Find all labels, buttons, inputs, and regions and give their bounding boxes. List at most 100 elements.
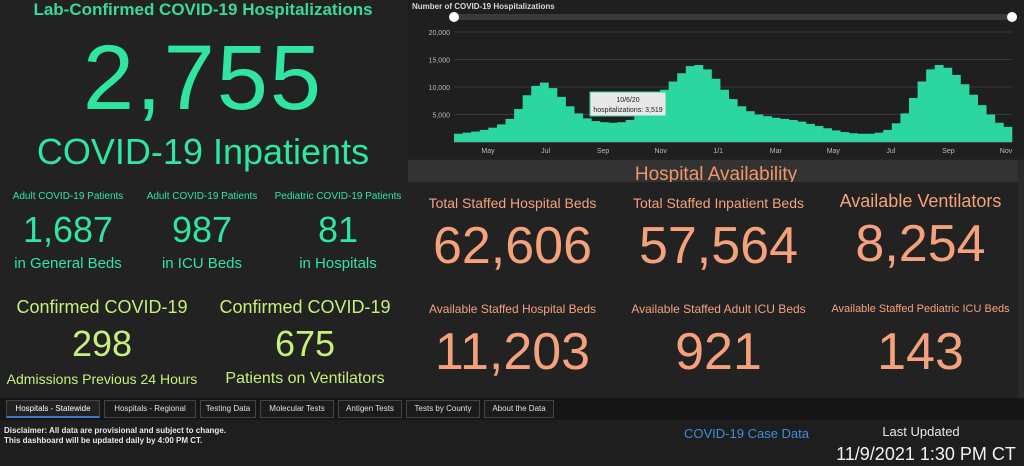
card-subtitle: in ICU Beds [161, 255, 243, 272]
y-tick-label: 5,000 [432, 113, 450, 120]
bar [634, 114, 644, 142]
bar [883, 129, 893, 142]
bar [960, 84, 970, 142]
card-value: 921 [675, 323, 762, 381]
card-header: Total Staffed Inpatient Beds [633, 195, 804, 211]
footer: Disclaimer: All data are provisional and… [0, 420, 1024, 466]
bar [685, 66, 695, 142]
card-value: 675 [274, 323, 336, 364]
card-header: Available Staffed Pediatric ICU Beds [831, 303, 1010, 315]
card-subtitle: Patients on Ventilators [225, 370, 385, 387]
card-value: 62,606 [432, 217, 593, 275]
y-tick-label: 10,000 [429, 85, 451, 92]
bar [539, 82, 549, 142]
bar [505, 118, 515, 142]
range-slider-handle-left[interactable] [449, 12, 459, 22]
y-tick-label: 15,000 [429, 58, 451, 65]
case-data-link[interactable]: COVID-19 Case Data [684, 426, 809, 441]
bar [531, 85, 541, 142]
bar [557, 96, 566, 142]
bar [986, 114, 996, 142]
tab-about-the-data[interactable]: About the Data [484, 400, 554, 418]
bar [454, 133, 463, 142]
bar [900, 113, 910, 142]
bar [831, 130, 841, 142]
bar [763, 116, 772, 142]
hospitalizations-chart[interactable]: 20,000 15,000 10,000 5,000 May Jul Sep Nov 1/1 Ma… [408, 12, 1024, 158]
bar [874, 132, 884, 142]
tab-tests-by-county[interactable]: Tests by County [406, 400, 480, 418]
bar [788, 120, 798, 142]
tab-testing-data[interactable]: Testing Data [200, 400, 256, 418]
card-value: 81 [317, 209, 359, 250]
range-slider-handle-right[interactable] [1007, 12, 1017, 22]
card-header: Total Staffed Hospital Beds [428, 195, 597, 211]
x-tick-label: Jul [886, 148, 895, 155]
bar [737, 106, 747, 142]
bar [977, 105, 987, 142]
bar [840, 132, 850, 142]
total-inpatients-label: COVID-19 Inpatients [36, 131, 370, 172]
bar [969, 94, 978, 142]
bar [848, 133, 858, 142]
tab-hospitals-regional[interactable]: Hospitals - Regional [104, 400, 196, 418]
adult-icu-beds-card: Adult COVID-19 Patients 987 in ICU Beds [134, 190, 270, 274]
bar [617, 122, 626, 142]
availability-header: Hospital Availability [408, 160, 1024, 182]
available-pediatric-icu-beds-card: Available Staffed Pediatric ICU Beds 143 [818, 300, 1023, 382]
available-adult-icu-beds-card: Available Staffed Adult ICU Beds 921 [616, 300, 821, 382]
tab-bar: Hospitals - Statewide Hospitals - Region… [0, 398, 1024, 420]
chart-tooltip [589, 91, 667, 117]
tab-hospitals-statewide[interactable]: Hospitals - Statewide [6, 400, 100, 418]
card-value: 57,564 [638, 217, 799, 275]
bar [574, 113, 584, 142]
bar [548, 88, 558, 142]
x-tick-label: Jul [541, 148, 550, 155]
card-header: Available Staffed Hospital Beds [429, 302, 596, 316]
bar [625, 120, 635, 142]
bar [780, 118, 790, 142]
bar [771, 117, 781, 142]
bar [642, 106, 652, 142]
card-header: Adult COVID-19 Patients [146, 191, 258, 202]
card-subtitle: in General Beds [14, 255, 122, 272]
card-value: 987 [171, 209, 233, 250]
scrollbar[interactable] [1018, 160, 1024, 398]
card-value: 143 [877, 323, 964, 381]
bar [522, 95, 532, 142]
bar [591, 121, 601, 142]
x-tick-label: Nov [1000, 148, 1013, 155]
y-tick-label: 20,000 [429, 30, 451, 37]
x-tick-label: Sep [942, 148, 955, 155]
adult-general-beds-card: Adult COVID-19 Patients 1,687 in General… [0, 190, 136, 274]
x-tick-label: Sep [597, 148, 610, 155]
card-header: Confirmed COVID-19 [219, 297, 391, 317]
hospitalizations-panel: Lab-Confirmed COVID-19 Hospitalizations … [0, 0, 406, 398]
bar [479, 129, 489, 142]
card-value: 11,203 [434, 323, 591, 381]
total-staffed-hospital-beds-card: Total Staffed Hospital Beds 62,606 [410, 194, 615, 276]
card-header: Adult COVID-19 Patients [12, 191, 124, 202]
bar [694, 65, 704, 142]
panel-title: Lab-Confirmed COVID-19 Hospitalizations [33, 0, 373, 19]
bar [857, 133, 867, 142]
card-value: 298 [71, 323, 133, 364]
tab-antigen-tests[interactable]: Antigen Tests [338, 400, 402, 418]
disclaimer-line-2: This dashboard will be updated daily by … [4, 436, 203, 445]
x-tick-label: Nov [654, 148, 667, 155]
x-tick-label: Mar [770, 148, 783, 155]
bar [994, 122, 1004, 142]
bar [471, 131, 481, 142]
available-staffed-hospital-beds-card: Available Staffed Hospital Beds 11,203 [410, 300, 615, 382]
bar [797, 121, 807, 142]
total-staffed-inpatient-beds-card: Total Staffed Inpatient Beds 57,564 [616, 194, 821, 276]
total-inpatients-value: 2,755 [82, 27, 324, 129]
bar [677, 73, 687, 142]
bar [668, 81, 678, 142]
card-header: Available Staffed Adult ICU Beds [631, 302, 806, 316]
bar [514, 109, 523, 142]
x-tick-label: 1/1 [713, 148, 723, 155]
tab-molecular-tests[interactable]: Molecular Tests [260, 400, 334, 418]
last-updated-value: 11/9/2021 1:30 PM CT [836, 444, 1016, 464]
